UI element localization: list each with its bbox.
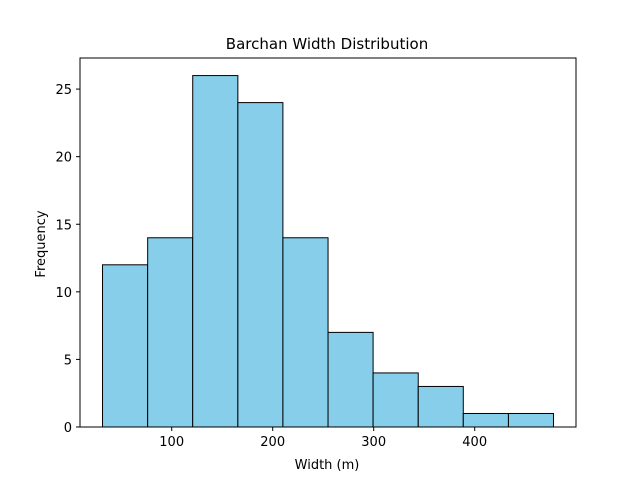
y-tick-label: 20 xyxy=(55,151,72,166)
histogram-bar xyxy=(372,372,419,428)
histogram-bar xyxy=(192,75,239,428)
y-axis-ticks: 0 5 10 15 20 25 xyxy=(55,83,80,436)
histogram-bar xyxy=(462,412,509,428)
y-tick-label: 0 xyxy=(64,421,72,436)
histogram-bar xyxy=(507,412,554,428)
histogram-bar xyxy=(102,264,149,428)
x-tick-label: 400 xyxy=(462,435,487,450)
x-axis-label: Width (m) xyxy=(295,458,360,473)
plot-frame xyxy=(79,57,577,428)
histogram-bar xyxy=(147,237,194,428)
y-tick-label: 15 xyxy=(55,218,72,233)
x-tick-label: 300 xyxy=(361,435,386,450)
histogram-bar xyxy=(237,102,284,428)
y-tick-label: 25 xyxy=(55,83,72,98)
histogram-bar xyxy=(282,237,329,428)
bars-group xyxy=(102,75,554,428)
histogram-bar xyxy=(417,385,464,428)
y-axis-label: Frequency xyxy=(34,210,49,277)
y-tick-label: 10 xyxy=(55,286,72,301)
x-tick-label: 100 xyxy=(159,435,184,450)
x-axis-ticks: 100 200 300 400 xyxy=(159,427,487,450)
histogram-bar xyxy=(327,331,374,428)
x-tick-label: 200 xyxy=(260,435,285,450)
y-tick-label: 5 xyxy=(64,353,72,368)
chart-title: Barchan Width Distribution xyxy=(226,35,428,53)
